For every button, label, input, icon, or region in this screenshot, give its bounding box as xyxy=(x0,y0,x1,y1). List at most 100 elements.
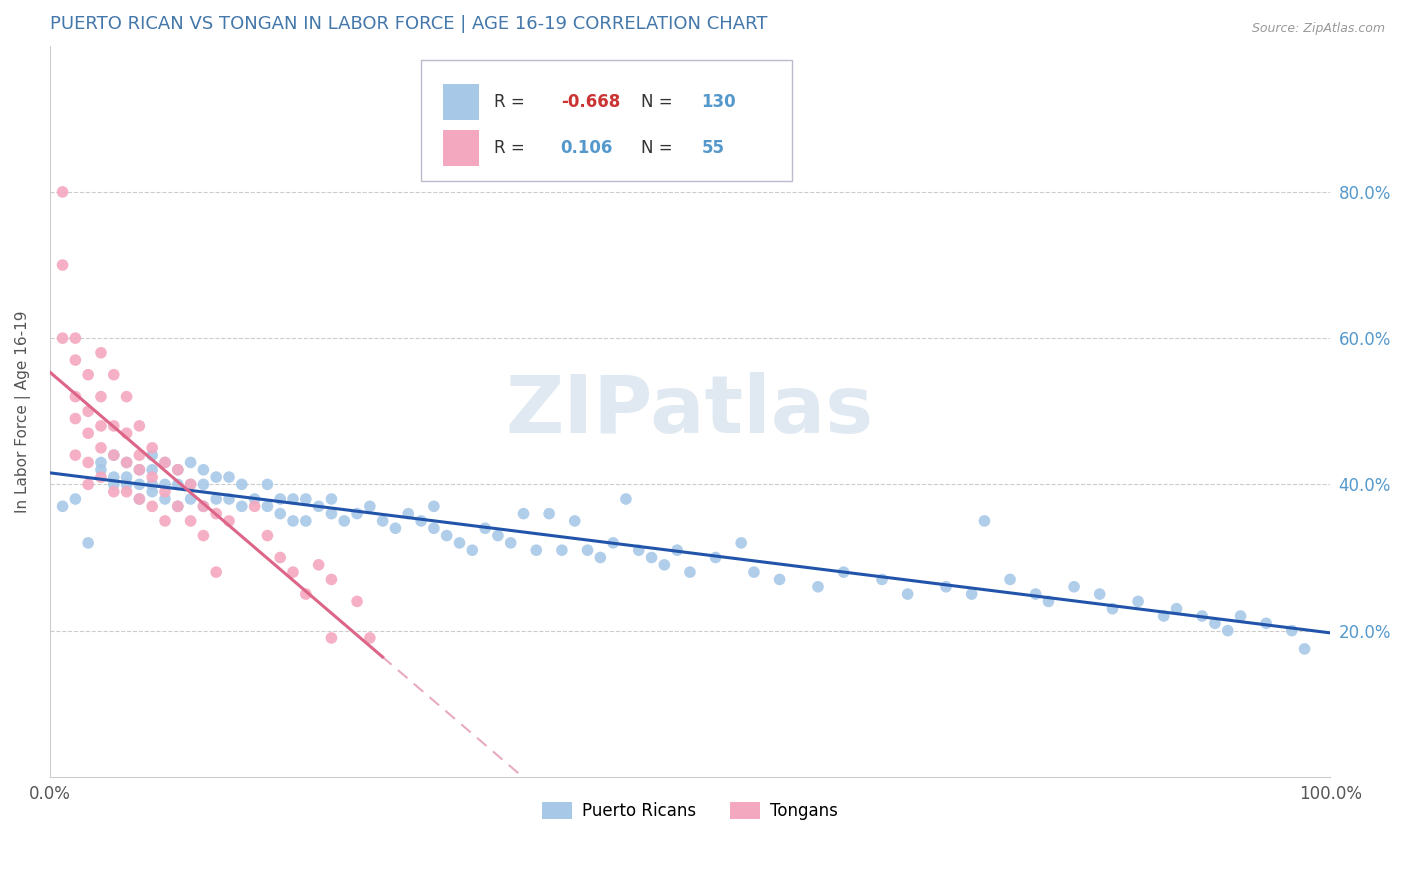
Point xyxy=(295,587,318,601)
Point xyxy=(153,477,176,491)
Text: Source: ZipAtlas.com: Source: ZipAtlas.com xyxy=(1251,22,1385,36)
Point xyxy=(77,536,100,550)
Point xyxy=(180,477,202,491)
Point xyxy=(115,477,138,491)
Point xyxy=(205,470,228,484)
Point xyxy=(1126,594,1149,608)
Text: PUERTO RICAN VS TONGAN IN LABOR FORCE | AGE 16-19 CORRELATION CHART: PUERTO RICAN VS TONGAN IN LABOR FORCE | … xyxy=(49,15,768,33)
Point xyxy=(77,426,100,441)
Point xyxy=(193,500,215,514)
Point xyxy=(359,500,381,514)
Point xyxy=(218,470,240,484)
Text: 55: 55 xyxy=(702,139,724,157)
Point xyxy=(321,507,343,521)
Point xyxy=(180,514,202,528)
Point xyxy=(1256,616,1278,631)
Point xyxy=(870,573,893,587)
Point xyxy=(1294,641,1316,656)
Point xyxy=(512,507,534,521)
Point xyxy=(180,491,202,506)
Point xyxy=(679,565,702,579)
Point xyxy=(90,390,112,404)
Point xyxy=(128,491,150,506)
Point xyxy=(474,521,496,535)
Point xyxy=(77,477,100,491)
Point xyxy=(115,426,138,441)
Point xyxy=(346,507,368,521)
Point xyxy=(1038,594,1060,608)
Point xyxy=(564,514,586,528)
Point xyxy=(166,463,188,477)
Point xyxy=(960,587,983,601)
Point xyxy=(666,543,689,558)
Point xyxy=(90,455,112,469)
Point xyxy=(90,463,112,477)
Point xyxy=(205,491,228,506)
Point xyxy=(704,550,727,565)
Point xyxy=(180,455,202,469)
Point xyxy=(153,455,176,469)
Point xyxy=(436,528,458,542)
Point xyxy=(295,491,318,506)
Point xyxy=(141,500,163,514)
Point xyxy=(205,507,228,521)
Point xyxy=(231,477,253,491)
Point xyxy=(423,521,446,535)
Point xyxy=(243,500,266,514)
Legend: Puerto Ricans, Tongans: Puerto Ricans, Tongans xyxy=(536,796,844,827)
Point xyxy=(359,631,381,645)
Point xyxy=(768,573,790,587)
Point xyxy=(218,491,240,506)
Point xyxy=(281,514,304,528)
Point xyxy=(602,536,624,550)
Point xyxy=(115,390,138,404)
Text: 130: 130 xyxy=(702,93,737,111)
Point xyxy=(193,463,215,477)
Point xyxy=(256,477,278,491)
Point xyxy=(449,536,471,550)
Point xyxy=(65,353,87,368)
Point xyxy=(640,550,662,565)
Point xyxy=(90,441,112,455)
Point xyxy=(346,594,368,608)
Point xyxy=(103,368,125,382)
Point xyxy=(180,477,202,491)
Point xyxy=(51,331,73,345)
Point xyxy=(141,484,163,499)
Point xyxy=(115,470,138,484)
Point xyxy=(1166,601,1188,615)
Point xyxy=(935,580,957,594)
Point xyxy=(115,455,138,469)
Point xyxy=(998,573,1021,587)
Point xyxy=(461,543,484,558)
Point xyxy=(103,418,125,433)
Point xyxy=(65,331,87,345)
Point xyxy=(153,491,176,506)
Point xyxy=(1191,609,1213,624)
Point xyxy=(269,491,291,506)
Point xyxy=(308,558,330,572)
FancyBboxPatch shape xyxy=(420,61,793,181)
Point xyxy=(231,500,253,514)
Point xyxy=(103,448,125,462)
Point xyxy=(51,185,73,199)
Point xyxy=(654,558,676,572)
Point xyxy=(551,543,574,558)
Point xyxy=(153,514,176,528)
Point xyxy=(281,565,304,579)
Point xyxy=(193,477,215,491)
Text: R =: R = xyxy=(494,139,524,157)
Point xyxy=(730,536,752,550)
Point xyxy=(832,565,855,579)
Point xyxy=(742,565,765,579)
Point xyxy=(1204,616,1226,631)
Text: R =: R = xyxy=(494,93,524,111)
Point xyxy=(128,463,150,477)
Point xyxy=(103,470,125,484)
Point xyxy=(65,448,87,462)
Text: N =: N = xyxy=(641,93,673,111)
Point xyxy=(321,491,343,506)
Point xyxy=(128,463,150,477)
Point xyxy=(153,484,176,499)
Point xyxy=(269,550,291,565)
